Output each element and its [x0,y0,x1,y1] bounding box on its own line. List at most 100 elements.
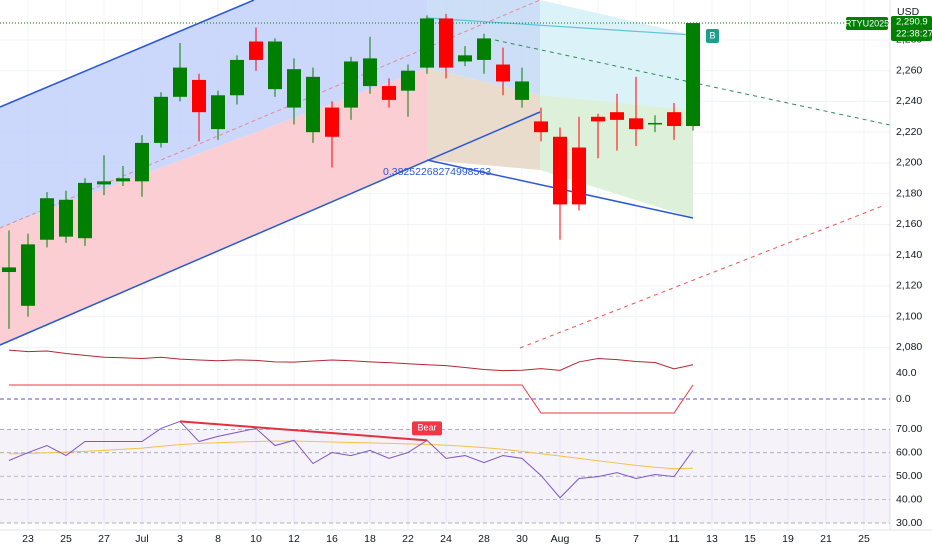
x-tick-label: 3 [177,533,183,545]
countdown: 22:38:27 [896,29,932,40]
currency: USD [897,6,920,18]
candle-body [629,118,643,130]
channel-top-line [0,0,255,108]
x-tick-label: 27 [98,533,110,545]
rsi-tick-label: 50.00 [896,470,922,482]
y-tick-label: 2,160 [896,218,922,230]
x-tick-label: Jul [135,533,148,545]
candle-body [2,267,16,273]
candle-body [572,147,586,205]
rsi-tick-label: 40.00 [896,493,922,505]
candle-body [420,18,434,68]
rsi-tick-label: 60.00 [896,447,922,459]
x-tick-label: 15 [744,533,756,545]
y-tick-label: 2,120 [896,280,922,292]
candle-body [306,76,320,133]
x-tick-label: 10 [250,533,262,545]
candle-body [496,64,510,82]
y-tick-label: 2,180 [896,187,922,199]
osc-tick-label: 40.0 [896,367,917,379]
candle-body [154,96,168,143]
candle-body [477,38,491,60]
x-tick-label: 22 [402,533,414,545]
annotation-box [412,421,442,436]
annotation: Bear [417,423,436,433]
projection-mid-fill [427,68,540,170]
symbol: RTYU2025 [845,18,889,28]
candle-body [686,23,700,127]
candle-body [648,122,662,125]
y-tick-label: 2,200 [896,157,922,169]
candle-body [192,79,206,113]
candle-body [591,116,605,122]
y-tick-label: 2,140 [896,249,922,261]
candle-body [21,244,35,306]
projection-top-line [426,17,694,36]
candle-body [211,95,225,130]
y-tick-label: 2,080 [896,341,922,353]
candle-body [553,136,567,205]
x-tick-label: 16 [326,533,338,545]
candle-body [363,58,377,87]
x-tick-label: 24 [440,533,452,545]
x-tick-label: 25 [60,533,72,545]
y-tick-label: 2,240 [896,95,922,107]
x-tick-label: 25 [858,533,870,545]
candle-body [173,67,187,97]
candle-body [249,41,263,60]
x-tick-label: 8 [215,533,221,545]
candle-body [534,121,548,133]
candle-body [116,178,130,182]
trend-line [9,384,694,414]
x-tick-label: 23 [22,533,34,545]
marker-tag [706,29,719,43]
candle-body [40,198,54,240]
divergence-line [179,420,428,442]
candle-body [287,69,301,108]
candle-body [667,112,681,127]
marker: B [709,30,715,40]
price-tag [891,16,932,41]
x-tick-label: 21 [820,533,832,545]
candle-body [135,142,149,182]
trend-dashed-red [519,204,886,349]
rsi-tick-label: 30.00 [896,517,922,529]
channel-bottom-line [0,111,541,346]
x-tick-label: Aug [551,533,570,545]
candle-body [230,59,244,96]
x-tick-label: 5 [595,533,601,545]
symbol-tag [846,17,888,30]
candle-body [610,112,624,120]
channel-label: 0.38252268274998563 [383,166,491,178]
x-tick-label: 13 [706,533,718,545]
candle-body [515,81,529,100]
trend-tick-label: 0.0 [896,393,911,405]
rsi-tick-label: 70.00 [896,423,922,435]
last-price: 2,290.9 [896,17,928,28]
x-tick-label: 18 [364,533,376,545]
candle-body [97,181,111,185]
y-tick-label: 2,260 [896,64,922,76]
rsi-line [8,420,694,499]
candle-body [439,18,453,68]
projection-cyan-fill [540,0,693,110]
x-tick-label: 28 [478,533,490,545]
osc-line [8,349,694,372]
x-tick-label: 30 [516,533,528,545]
x-tick-label: 7 [633,533,639,545]
x-tick-label: 11 [669,533,680,545]
channel-lower-fill [0,68,427,345]
y-tick-label: 2,100 [896,310,922,322]
candle-body [325,107,339,137]
rsi-line [8,440,694,470]
candle-body [401,70,415,91]
candle-body [382,86,396,100]
candle-body [78,182,92,239]
candle-body [59,199,73,237]
x-tick-label: 12 [288,533,300,545]
x-tick-label: 19 [782,533,794,545]
y-tick-label: 2,220 [896,126,922,138]
candle-body [344,61,358,108]
